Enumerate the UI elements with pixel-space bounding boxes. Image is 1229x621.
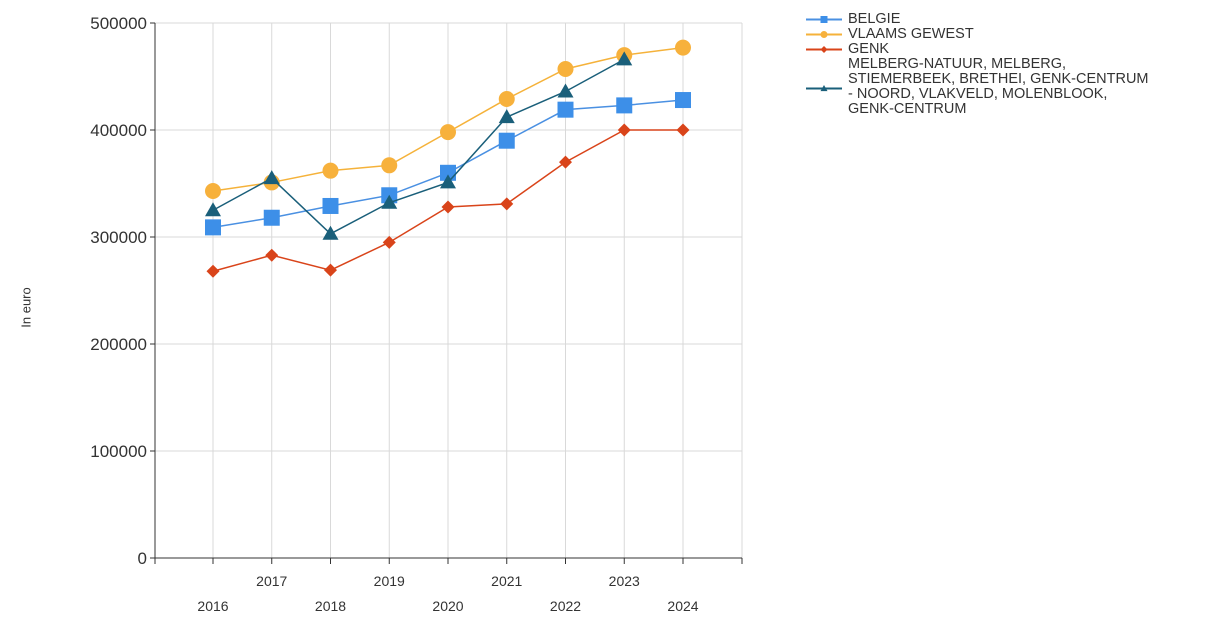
data-point <box>675 92 691 109</box>
legend-label: VLAAMS GEWEST <box>848 26 974 42</box>
legend-swatch <box>806 31 842 38</box>
y-tick-label: 200000 <box>90 335 147 354</box>
data-point <box>820 16 828 23</box>
legend-swatch <box>806 16 842 23</box>
data-point <box>820 31 828 38</box>
data-point <box>322 225 339 240</box>
data-point <box>498 109 515 124</box>
series-1 <box>205 92 691 236</box>
data-point <box>440 174 456 189</box>
data-point <box>440 124 456 141</box>
data-point <box>616 51 633 66</box>
x-tick-label: 2021 <box>491 573 522 589</box>
data-point <box>820 46 828 53</box>
data-point <box>381 194 398 209</box>
legend-label: MELBERG-NATUUR, MELBERG, STIEMERBEEK, BR… <box>848 56 1149 117</box>
data-point <box>263 170 280 185</box>
legend-item: BELGIE <box>806 12 1226 27</box>
x-tick-label: 2023 <box>609 573 640 589</box>
y-tick-label: 0 <box>138 549 147 568</box>
data-point <box>557 101 574 118</box>
y-tick-label: 400000 <box>90 121 147 140</box>
x-tick-label: 2020 <box>432 598 463 614</box>
legend-item: MELBERG-NATUUR, MELBERG, STIEMERBEEK, BR… <box>806 57 1226 117</box>
x-tick-label: 2016 <box>197 598 228 614</box>
data-point <box>205 219 221 236</box>
data-point <box>500 197 514 211</box>
x-tick-label: 2022 <box>550 598 581 614</box>
y-tick-label: 500000 <box>90 14 147 33</box>
data-point <box>557 83 574 98</box>
series-line <box>212 58 625 235</box>
data-point <box>440 164 456 181</box>
legend: BELGIE VLAAMS GEWEST GENK MELBERG-NATUUR, M… <box>806 12 1226 117</box>
data-point <box>382 235 396 249</box>
y-tick-label: 300000 <box>90 228 147 247</box>
data-point <box>205 182 221 199</box>
legend-item: GENK <box>806 42 1226 57</box>
data-point <box>441 200 455 214</box>
data-point <box>498 90 515 107</box>
y-axis-title: In euro <box>18 287 34 328</box>
legend-swatch <box>806 46 842 53</box>
data-point <box>675 39 691 56</box>
x-tick-label: 2017 <box>256 573 287 589</box>
series-3 <box>206 123 690 278</box>
data-point <box>498 132 515 149</box>
data-point <box>205 202 221 217</box>
x-tick-label: 2019 <box>374 573 405 589</box>
legend-label: BELGIE <box>848 11 901 27</box>
data-point <box>617 123 631 137</box>
x-tick-label: 2024 <box>667 598 698 614</box>
data-point <box>322 197 339 214</box>
legend-swatch <box>806 85 842 92</box>
data-point <box>559 155 572 169</box>
data-point <box>322 162 339 179</box>
data-point <box>265 248 279 262</box>
data-point <box>557 61 574 78</box>
legend-label: GENK <box>848 41 890 57</box>
series-4 <box>205 51 633 240</box>
data-point <box>820 85 828 92</box>
legend-item: VLAAMS GEWEST <box>806 27 1226 42</box>
data-point <box>324 263 337 277</box>
data-point <box>263 209 280 226</box>
data-point <box>206 264 220 278</box>
y-tick-label: 100000 <box>90 442 147 461</box>
data-point <box>381 157 398 174</box>
x-tick-label: 2018 <box>315 598 346 614</box>
data-point <box>616 97 633 114</box>
data-point <box>676 123 690 137</box>
